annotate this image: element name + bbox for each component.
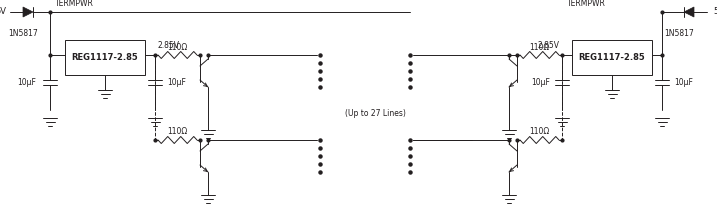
Text: 10μF: 10μF — [674, 78, 693, 87]
Text: REG1117-2.85: REG1117-2.85 — [579, 53, 645, 62]
Text: 110Ω: 110Ω — [529, 128, 550, 136]
Text: 5V: 5V — [0, 8, 6, 16]
Text: 10μF: 10μF — [167, 78, 186, 87]
Text: 110Ω: 110Ω — [167, 43, 188, 51]
Text: 1N5817: 1N5817 — [9, 29, 38, 38]
Text: 110Ω: 110Ω — [529, 43, 550, 51]
Text: TERMPWR: TERMPWR — [55, 0, 94, 8]
Text: REG1117-2.85: REG1117-2.85 — [72, 53, 138, 62]
Text: 10μF: 10μF — [531, 78, 550, 87]
Text: TERMPWR: TERMPWR — [567, 0, 606, 8]
Bar — [572, 40, 652, 75]
Bar — [65, 40, 145, 75]
Text: 1N5817: 1N5817 — [664, 29, 694, 38]
Text: 2.85V: 2.85V — [157, 41, 179, 50]
Text: 2.85V: 2.85V — [538, 41, 560, 50]
Text: 5V: 5V — [713, 8, 717, 16]
Polygon shape — [23, 7, 33, 17]
Text: 110Ω: 110Ω — [167, 128, 188, 136]
Polygon shape — [684, 7, 694, 17]
Text: 10μF: 10μF — [17, 78, 36, 87]
Text: (Up to 27 Lines): (Up to 27 Lines) — [345, 109, 405, 118]
